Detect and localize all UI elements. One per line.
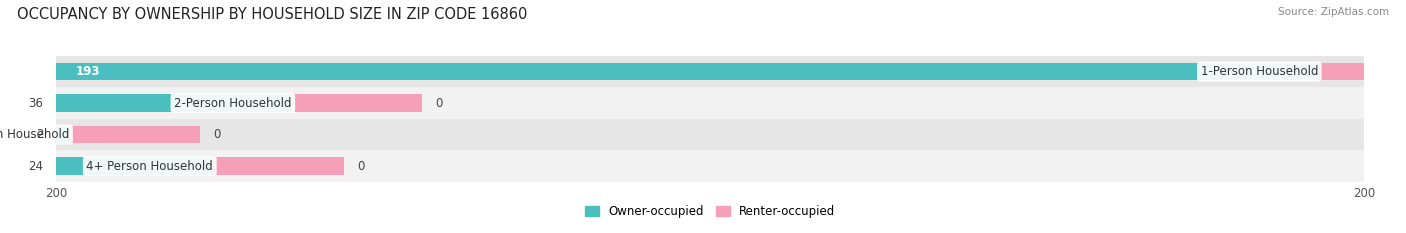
Text: 2-Person Household: 2-Person Household — [174, 97, 291, 110]
Text: 1-Person Household: 1-Person Household — [1201, 65, 1317, 78]
Bar — [56, 126, 69, 143]
Bar — [69, 126, 200, 143]
Bar — [56, 150, 1364, 182]
Text: 0: 0 — [436, 97, 443, 110]
Bar — [56, 63, 1317, 80]
Text: 2: 2 — [35, 128, 44, 141]
Text: 36: 36 — [28, 97, 44, 110]
Text: 193: 193 — [76, 65, 100, 78]
Bar — [56, 56, 1364, 87]
Text: Source: ZipAtlas.com: Source: ZipAtlas.com — [1278, 7, 1389, 17]
Legend: Owner-occupied, Renter-occupied: Owner-occupied, Renter-occupied — [579, 200, 841, 223]
Bar — [56, 87, 1364, 119]
Bar — [56, 157, 214, 175]
Bar — [214, 157, 344, 175]
Bar — [291, 94, 422, 112]
Bar — [1317, 63, 1406, 80]
Bar — [56, 119, 1364, 150]
Text: 3-Person Household: 3-Person Household — [0, 128, 69, 141]
Text: 0: 0 — [214, 128, 221, 141]
Text: OCCUPANCY BY OWNERSHIP BY HOUSEHOLD SIZE IN ZIP CODE 16860: OCCUPANCY BY OWNERSHIP BY HOUSEHOLD SIZE… — [17, 7, 527, 22]
Text: 24: 24 — [28, 160, 44, 172]
Text: 0: 0 — [357, 160, 364, 172]
Bar — [56, 94, 291, 112]
Text: 4+ Person Household: 4+ Person Household — [86, 160, 214, 172]
